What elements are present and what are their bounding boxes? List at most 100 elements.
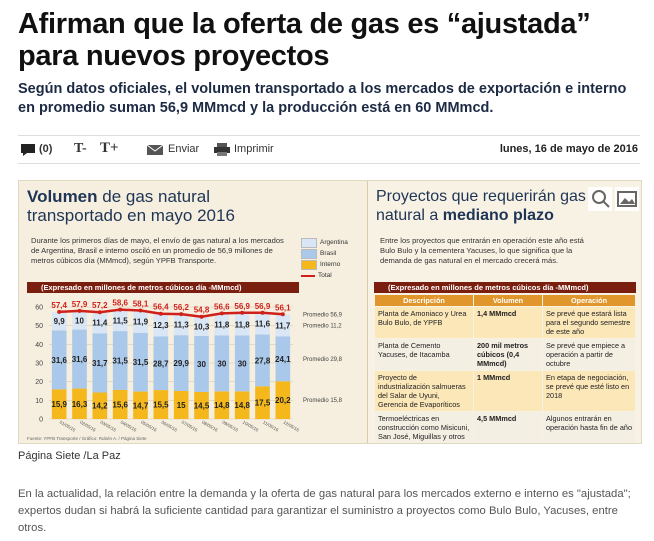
mail-icon[interactable] — [146, 144, 164, 156]
data-label: 56,9 — [234, 302, 250, 311]
bar-segment — [275, 314, 291, 337]
data-label: 56,6 — [214, 302, 230, 311]
x-tick-label: 07/05/16 — [181, 420, 199, 433]
data-label: 14,8 — [234, 401, 250, 410]
data-label: 31,6 — [51, 356, 67, 365]
data-label: 30 — [217, 359, 226, 368]
bar-segment — [72, 388, 87, 419]
data-label: 11,8 — [235, 320, 251, 329]
font-larger[interactable]: T+ — [100, 140, 119, 156]
x-tick-label: 08/05/16 — [201, 420, 219, 433]
data-label: 54,8 — [194, 306, 210, 315]
data-label: 14,2 — [92, 402, 108, 411]
data-label: 12,3 — [153, 321, 169, 330]
data-label: 31,7 — [92, 359, 108, 368]
total-marker — [199, 314, 204, 319]
data-label: 58,1 — [133, 300, 149, 309]
average-label: Promedio 56,9 — [303, 312, 343, 318]
data-label: 31,5 — [133, 358, 149, 367]
projects-table: Descripción Volumen Operación Planta de Amo… — [374, 294, 636, 443]
bar-segment — [234, 335, 250, 392]
bar-segment — [133, 391, 148, 419]
data-label: 10 — [75, 316, 84, 325]
legend-label: Brasil — [320, 250, 337, 257]
bar-segment — [275, 381, 291, 419]
left-title-bold: Volumen — [27, 187, 98, 206]
x-tick-label: 01/05/16 — [59, 420, 77, 433]
table-cell: Algunos entrarán en operación hasta fin … — [542, 411, 636, 443]
data-label: 15,9 — [51, 400, 67, 409]
data-label: 56,9 — [255, 302, 271, 311]
average-label: Promedio 29,8 — [303, 357, 343, 363]
data-label: 58,6 — [112, 299, 128, 308]
right-title-bold: mediano plazo — [442, 207, 554, 224]
send-link[interactable]: Enviar — [168, 143, 200, 155]
x-tick-label: 12/05/16 — [282, 420, 300, 433]
comments-count[interactable]: (0) — [39, 143, 53, 155]
bar-segment — [255, 334, 270, 387]
data-label: 14,7 — [133, 401, 149, 410]
bar-segment — [173, 335, 189, 391]
toolbar: (0) T- T+ Enviar Imprimir lunes, 16 de m… — [18, 135, 640, 164]
data-label: 57,4 — [51, 301, 67, 310]
table-cell: En etapa de negociación, se prevé que es… — [542, 370, 636, 412]
data-label: 11,8 — [214, 320, 230, 329]
x-tick-label: 04/05/16 — [120, 420, 138, 433]
date: lunes, 16 de mayo de 2016 — [499, 143, 638, 155]
total-marker — [240, 310, 245, 315]
data-label: 11,7 — [275, 321, 291, 330]
bar-segment — [194, 391, 209, 419]
data-label: 14,5 — [194, 401, 210, 410]
print-link[interactable]: Imprimir — [234, 143, 274, 155]
bar-segment — [51, 311, 67, 331]
x-tick-label: 05/05/16 — [140, 420, 158, 433]
font-smaller[interactable]: T- — [74, 141, 87, 156]
table-cell: Se prevé que estará lista para el segund… — [542, 306, 636, 339]
data-label: 15,5 — [153, 401, 169, 410]
bar-segment — [214, 391, 230, 419]
legend-label: Interno — [320, 261, 341, 268]
bar-segment — [194, 335, 209, 392]
bar-segment — [234, 313, 250, 336]
image-caption: Página Siete /La Paz — [18, 450, 121, 462]
data-label: 20,2 — [275, 396, 291, 405]
table-cell: Se prevé que empiece a operación a parti… — [542, 338, 636, 371]
legend-label: Argentina — [320, 239, 348, 246]
y-tick-label: 10 — [35, 398, 43, 405]
data-label: 57,2 — [92, 301, 108, 310]
comment-icon[interactable] — [20, 143, 36, 157]
image-tools — [588, 187, 639, 211]
bar-segment — [173, 391, 189, 419]
y-tick-label: 50 — [35, 323, 43, 330]
data-label: 11,9 — [133, 318, 149, 327]
bar-segment — [153, 336, 169, 391]
data-label: 31,6 — [72, 355, 88, 364]
right-intro: Entre los proyectos que entrarán en oper… — [380, 236, 584, 265]
y-tick-label: 60 — [35, 305, 43, 312]
bar-segment — [92, 392, 108, 419]
table-row: Planta de Cemento Yacuses, de Itacamba 20… — [374, 338, 636, 371]
column-header: Descripción — [374, 294, 474, 307]
bar-segment — [275, 336, 291, 382]
x-tick-label: 10/05/16 — [242, 420, 260, 433]
data-label: 11,6 — [255, 320, 271, 329]
data-label: 28,7 — [153, 359, 169, 368]
right-panel: Proyectos que requerirán gas natural a m… — [367, 181, 641, 443]
table-cell: 1 MMmcd — [473, 370, 543, 412]
table-row: Proyecto de industrialización salmueras … — [374, 370, 636, 412]
data-label: 14,8 — [214, 401, 230, 410]
total-marker — [97, 310, 102, 315]
legend-swatch — [301, 274, 315, 277]
print-icon[interactable] — [214, 142, 230, 157]
infographic: Volumen de gas natural transportado en m… — [18, 180, 642, 444]
data-label: 24,1 — [275, 355, 291, 364]
bar-segment — [112, 389, 128, 419]
y-tick-label: 20 — [35, 379, 43, 386]
left-title-rest: de gas natural transportado en mayo 2016 — [27, 187, 235, 225]
bar-segment — [112, 331, 128, 390]
total-marker — [280, 312, 285, 317]
bar-segment — [173, 314, 189, 336]
data-label: 57,9 — [72, 300, 88, 309]
x-tick-label: 11/05/16 — [262, 420, 280, 433]
total-line — [59, 308, 283, 318]
